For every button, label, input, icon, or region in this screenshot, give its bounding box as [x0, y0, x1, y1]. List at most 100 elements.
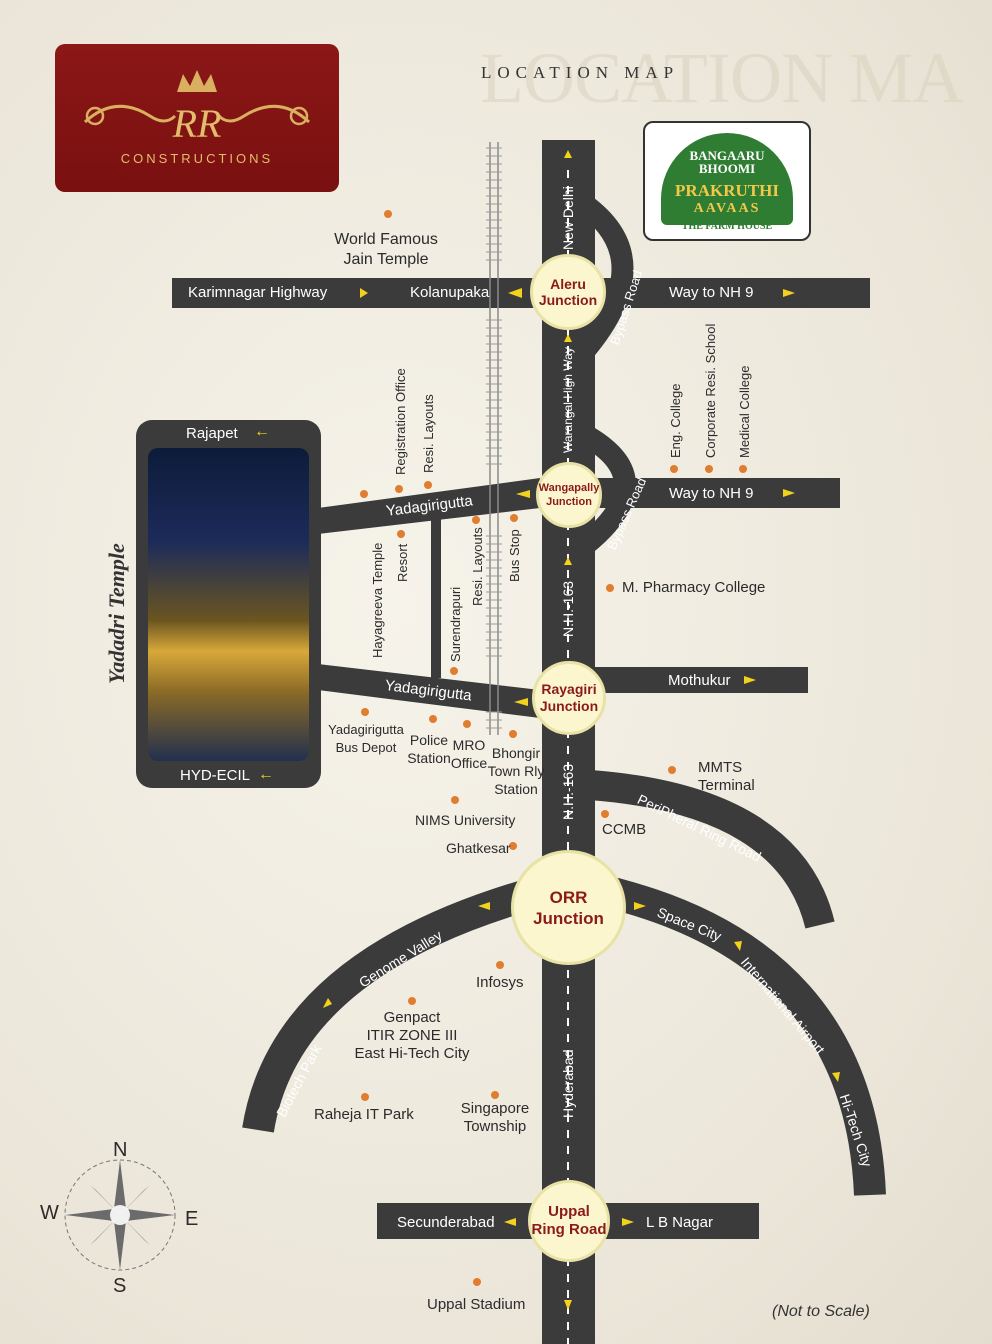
mro-line1: MRO	[452, 737, 486, 753]
dot-singapore	[491, 1091, 499, 1099]
dot-uppal-stadium	[473, 1278, 481, 1286]
place-pharmacy: M. Pharmacy College	[622, 579, 766, 596]
title-watermark: LOCATION MA	[480, 38, 964, 118]
temple-rajapet: Rajapet	[186, 425, 238, 442]
brand-line2: BHOOMI	[698, 161, 756, 176]
place-bus-stop: Bus Stop	[507, 529, 522, 582]
dot-ccmb	[601, 810, 609, 818]
dot-mmts	[668, 766, 676, 774]
link-road	[431, 518, 441, 678]
place-registration-office: Registration Office	[393, 368, 408, 475]
brand-line1: BANGAARU	[689, 148, 765, 163]
logo-text: CONSTRUCTIONS	[120, 151, 274, 166]
place-bhongir: Bhongir Town Rly Station	[486, 744, 546, 798]
orr-junction-line1: ORR	[549, 887, 588, 907]
dot-bus-stop	[510, 514, 518, 522]
logo-monogram: RR	[172, 101, 222, 146]
rayagiri-junction-line1: Rayagiri	[541, 681, 597, 697]
genome-valley-arc-road	[242, 874, 550, 1133]
road-secunderabad: Secunderabad	[397, 1214, 495, 1231]
mmts-line2: Terminal	[698, 777, 755, 794]
place-medical-college: Medical College	[737, 365, 752, 459]
bhongir-line1: Bhongir	[491, 745, 541, 761]
dot-nims	[451, 796, 459, 804]
genpact-line1: Genpact	[383, 1009, 441, 1026]
logo-ornament	[83, 70, 311, 126]
place-surendrapuri: Surendrapuri	[448, 586, 463, 662]
place-corporate-school: Corporate Resi. School	[703, 323, 718, 458]
arrow-kolanupaka	[508, 288, 522, 298]
rayagiri-junction-line2: Junction	[539, 698, 599, 714]
road-hyderabad: Hyderabad	[560, 1049, 576, 1119]
arrow-nh9-top	[783, 289, 795, 297]
road-nh163-a: N.H.-163	[560, 580, 576, 637]
place-uppal-stadium: Uppal Stadium	[427, 1296, 526, 1313]
place-jain-temple: World Famous Jain Temple	[318, 230, 454, 270]
prakruthi-aavaas-logo: BANGAARU BHOOMI PRAKRUTHI AAVAAS THE FAR…	[643, 121, 811, 241]
dot-surendrapuri	[450, 667, 458, 675]
dot-raheja	[361, 1093, 369, 1101]
compass-e: E	[185, 1208, 199, 1230]
arrow-nh163	[564, 557, 572, 565]
arrow-biotech	[323, 998, 332, 1008]
bus-depot-line2: Bus Depot	[335, 740, 397, 755]
wangapally-junction[interactable]: Wangapally Junction	[536, 462, 602, 528]
bus-depot-line1: Yadagirigutta	[328, 722, 404, 737]
arrow-hitech	[832, 1072, 840, 1082]
compass-n: N	[113, 1139, 128, 1161]
dot-resi-layouts-b	[472, 516, 480, 524]
road-mothukur: Mothukur	[668, 672, 731, 689]
place-ghatkesar: Ghatkesar	[446, 840, 511, 856]
mmts-line1: MMTS	[698, 759, 743, 776]
dot-medical-college	[739, 465, 747, 473]
arrow-mothukur	[744, 676, 756, 684]
bhongir-line2: Town Rly	[487, 763, 545, 779]
dot-bus-depot	[361, 708, 369, 716]
dot-jain-temple	[384, 210, 392, 218]
dot-genpact	[408, 997, 416, 1005]
yadadri-temple-panel: Rajapet HYD-ECIL	[136, 420, 321, 788]
arrow-south	[564, 1300, 572, 1310]
aleru-junction[interactable]: Aleru Junction	[530, 254, 606, 330]
temple-hyd-ecil: HYD-ECIL	[180, 767, 251, 784]
direction-arrows	[323, 150, 840, 1310]
place-singapore: Singapore Township	[454, 1100, 536, 1136]
jain-temple-line1: World Famous	[334, 231, 438, 248]
place-hayagreeva: Hayagreeva Temple	[370, 542, 385, 658]
dot-eng-college	[670, 465, 678, 473]
arrow-lbnagar	[622, 1218, 634, 1226]
dot-corporate-school	[705, 465, 713, 473]
singapore-line2: Township	[463, 1118, 527, 1135]
dot-pharmacy	[606, 584, 614, 592]
dot-police	[429, 715, 437, 723]
orr-junction[interactable]: ORR Junction	[511, 850, 626, 965]
yadagirigutta-lower-road	[318, 664, 540, 718]
brand-sub: AAVAAS	[693, 201, 761, 216]
arrow-genome	[478, 902, 490, 910]
road-nh9-top: Way to NH 9	[669, 284, 754, 301]
uppal-junction[interactable]: Uppal Ring Road	[528, 1180, 610, 1262]
mro-line2: Office	[450, 755, 488, 771]
orr-junction-line2: Junction	[533, 908, 604, 928]
dot-infosys	[496, 961, 504, 969]
singapore-line1: Singapore	[460, 1100, 530, 1117]
rayagiri-junction[interactable]: Rayagiri Junction	[532, 661, 606, 735]
place-mro: MRO Office	[448, 736, 490, 772]
road-kolanupaka: Kolanupaka	[410, 284, 490, 301]
aleru-junction-line1: Aleru	[550, 276, 586, 292]
dot-resort	[397, 530, 405, 538]
uppal-junction-line2: Ring Road	[531, 1221, 607, 1238]
temple-photo	[148, 448, 309, 761]
mothukur-road	[590, 667, 808, 693]
hyd-ecil-arrow: ←	[258, 766, 274, 783]
arrow-yadagirigutta-b	[514, 698, 528, 706]
place-genpact: Genpact ITIR ZONE III East Hi-Tech City	[342, 1009, 482, 1063]
arrow-north	[564, 150, 572, 158]
not-to-scale-note: (Not to Scale)	[772, 1303, 870, 1320]
road-new-delhi: New Delhi	[560, 186, 576, 250]
police-line2: Station	[407, 750, 451, 766]
place-eng-college: Eng. College	[668, 383, 683, 458]
place-resi-layouts-b: Resi. Layouts	[470, 527, 485, 606]
yadagirigutta-upper-road	[318, 478, 540, 534]
road-warangal: Warangal High Way	[561, 347, 575, 453]
